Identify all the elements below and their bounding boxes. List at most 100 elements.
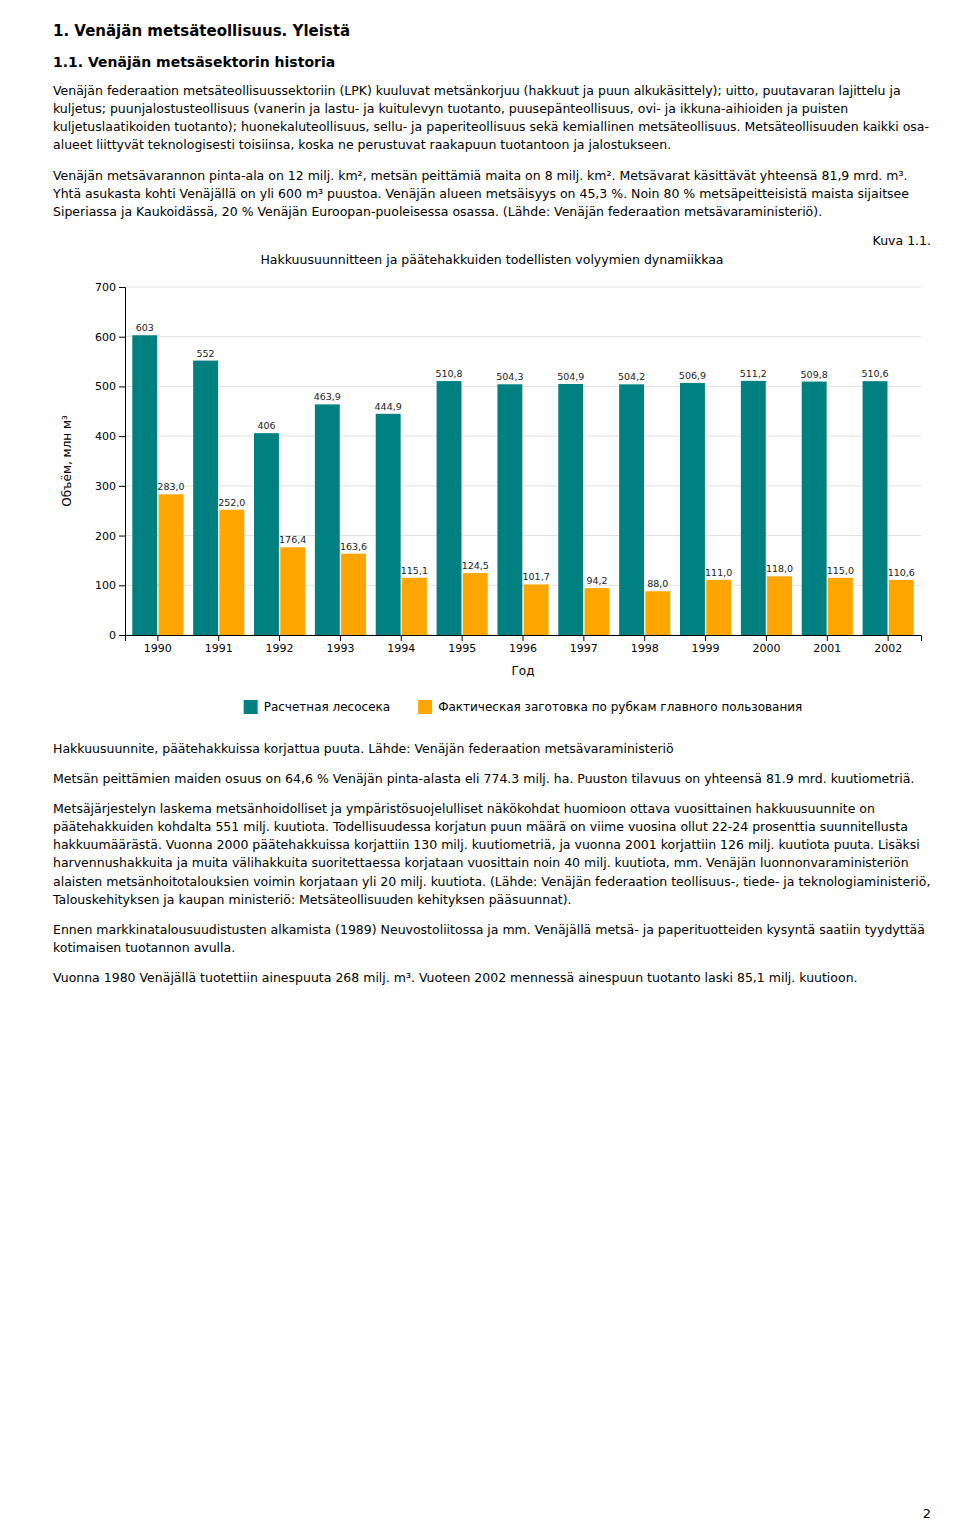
x-tick-mark <box>279 635 280 641</box>
x-tick-label: 1991 <box>205 642 233 655</box>
x-tick-mark <box>888 635 889 641</box>
x-tick-mark <box>766 635 767 641</box>
x-axis-title: Год <box>512 664 535 678</box>
bar <box>159 494 184 635</box>
bar <box>741 381 766 635</box>
grid-line <box>125 386 921 387</box>
y-axis-line <box>119 287 126 635</box>
y-tick-label: 0 <box>109 629 116 642</box>
y-tick-mark <box>119 386 125 387</box>
y-tick-mark <box>119 337 125 338</box>
x-tick-label: 2002 <box>874 642 902 655</box>
bar <box>680 383 705 635</box>
legend-swatch <box>244 700 258 714</box>
data-label: 118,0 <box>766 563 793 574</box>
data-label: 283,0 <box>157 481 184 492</box>
y-tick-mark <box>119 585 125 586</box>
paragraph: Metsäjärjestelyn laskema metsänhoidollis… <box>53 800 931 909</box>
legend-swatch <box>418 700 432 714</box>
paragraph: Metsän peittämien maiden osuus on 64,6 %… <box>53 770 931 788</box>
bar <box>828 578 853 635</box>
y-tick-label: 200 <box>95 529 116 542</box>
bar <box>802 381 827 634</box>
x-tick-mark <box>157 635 158 641</box>
x-tick: 1997 <box>570 635 598 655</box>
caption: Hakkuusuunnite, päätehakkuissa korjattua… <box>53 741 931 756</box>
data-label: 510,8 <box>435 368 462 379</box>
x-axis-line <box>126 635 922 641</box>
data-label: 115,1 <box>401 565 428 576</box>
y-tick-label: 600 <box>95 331 116 344</box>
paragraph: Vuonna 1980 Venäjällä tuotettiin ainespu… <box>53 969 931 987</box>
bar <box>767 576 792 635</box>
plot-area: 603552406463,9444,9510,8504,3504,9504,25… <box>60 281 922 678</box>
y-tick-label: 100 <box>95 579 116 592</box>
page-title: 1. Venäjän metsäteollisuus. Yleistä <box>53 22 931 40</box>
x-tick-label: 1999 <box>692 642 720 655</box>
grid-line <box>125 535 921 536</box>
data-label: 88,0 <box>647 578 668 589</box>
data-label: 552 <box>197 347 215 358</box>
x-tick: 2000 <box>752 635 780 655</box>
data-label: 252,0 <box>218 497 245 508</box>
x-tick: 1994 <box>387 635 415 655</box>
y-axis: 0100200300400500600700 <box>95 281 126 642</box>
legend: Расчетная лесосека Фактическая заготовка … <box>244 700 803 714</box>
bar <box>132 335 157 635</box>
y-tick-mark <box>119 486 125 487</box>
legend-label: Расчетная лесосека <box>264 700 390 714</box>
y-tick-label: 300 <box>95 480 116 493</box>
data-label: 115,0 <box>827 565 854 576</box>
section-title: 1.1. Venäjän metsäsektorin historia <box>53 54 931 70</box>
data-label: 504,9 <box>557 371 584 382</box>
x-tick: 1998 <box>631 635 659 655</box>
grid-line <box>125 336 921 337</box>
bar <box>463 573 488 635</box>
bars <box>132 335 913 635</box>
bar <box>193 360 218 634</box>
grid-line <box>125 485 921 486</box>
y-tick: 200 <box>95 529 125 542</box>
grid-line <box>125 585 921 586</box>
figure-label: Kuva 1.1. <box>53 233 931 248</box>
legend-item: Фактическая заготовка по рубкам главного… <box>418 700 802 714</box>
y-tick-mark <box>119 436 125 437</box>
bar <box>863 381 888 635</box>
bar <box>585 588 610 635</box>
chart: 603552406463,9444,9510,8504,3504,9504,25… <box>53 269 931 739</box>
legend-item: Расчетная лесосека <box>244 700 390 714</box>
x-tick: 1991 <box>205 635 233 655</box>
data-label: 110,6 <box>888 567 915 578</box>
data-label: 94,2 <box>586 575 607 586</box>
paragraph: Venäjän metsävarannon pinta-ala on 12 mi… <box>53 167 931 221</box>
x-tick-label: 1992 <box>266 642 294 655</box>
data-label: 406 <box>257 420 275 431</box>
x-tick-mark <box>462 635 463 641</box>
bar <box>558 384 583 635</box>
y-tick-mark <box>119 535 125 536</box>
x-tick-label: 1997 <box>570 642 598 655</box>
x-tick-mark <box>827 635 828 641</box>
x-tick: 1990 <box>144 635 172 655</box>
x-tick-label: 1994 <box>387 642 415 655</box>
x-tick: 2001 <box>813 635 841 655</box>
y-tick: 100 <box>95 579 125 592</box>
x-tick-label: 1996 <box>509 642 537 655</box>
chart-title: Hakkuusuunnitteen ja päätehakkuiden tode… <box>53 252 931 267</box>
data-label: 444,9 <box>375 401 402 412</box>
paragraph: Ennen markkinatalousuudistusten alkamist… <box>53 921 931 957</box>
data-label: 504,3 <box>496 371 523 382</box>
data-label: 603 <box>136 322 154 333</box>
x-tick-mark <box>340 635 341 641</box>
bar <box>437 381 462 635</box>
x-tick-mark <box>644 635 645 641</box>
bar <box>376 414 401 635</box>
y-tick: 500 <box>95 380 125 393</box>
bar <box>706 580 731 635</box>
paragraph: Venäjän federaation metsäteollisuussekto… <box>53 82 931 155</box>
x-tick: 1996 <box>509 635 537 655</box>
y-tick: 400 <box>95 430 125 443</box>
x-tick: 1993 <box>326 635 354 655</box>
x-tick-mark <box>583 635 584 641</box>
bar <box>254 433 279 635</box>
